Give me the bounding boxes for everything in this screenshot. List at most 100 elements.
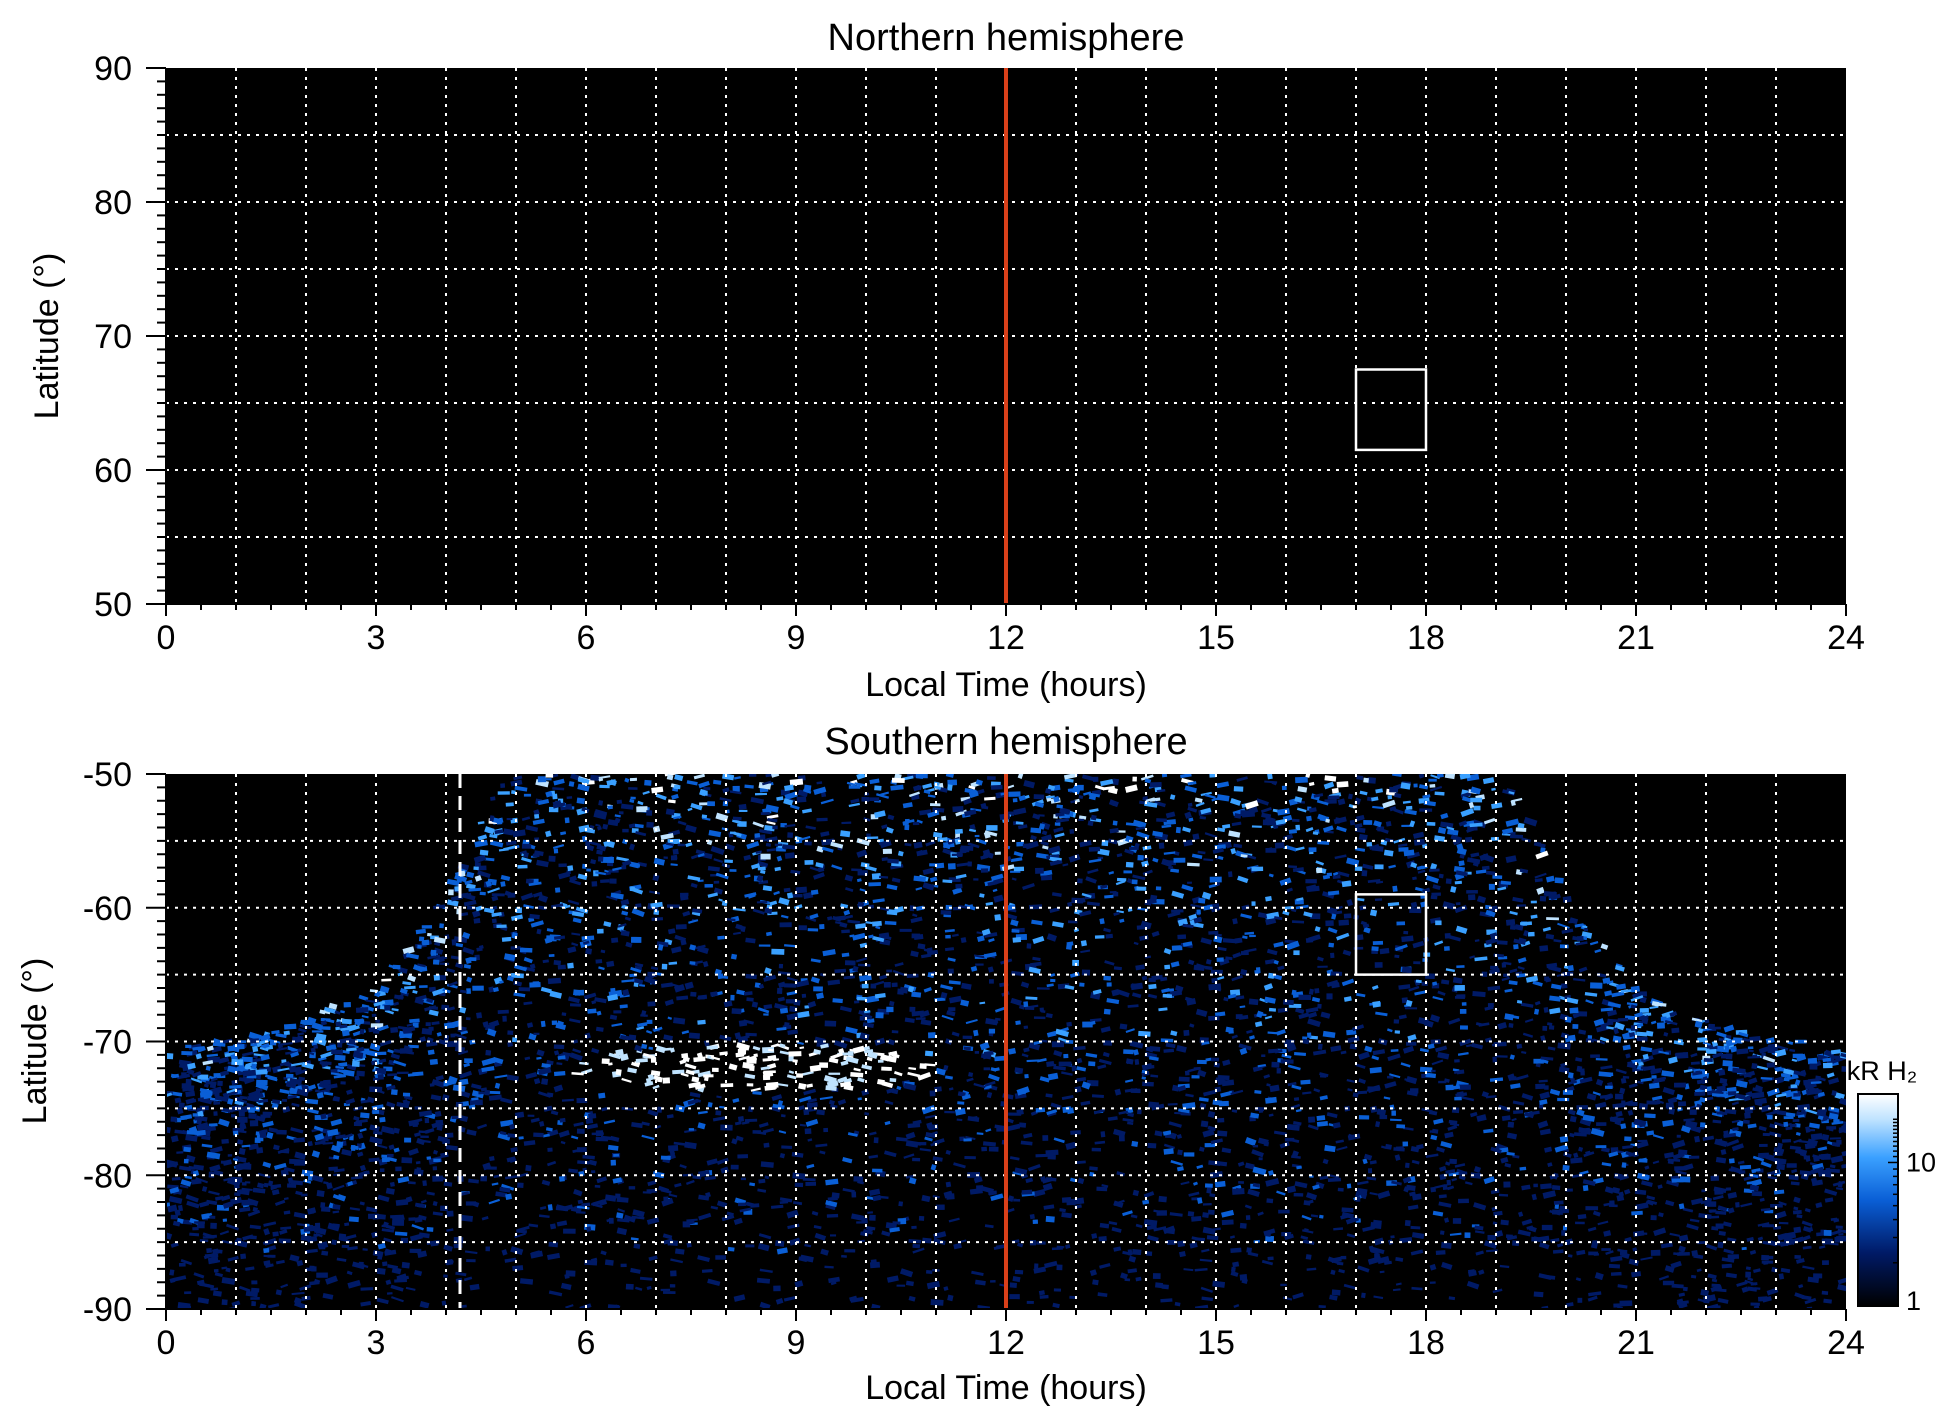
emission-pixel xyxy=(759,1268,773,1273)
emission-pixel xyxy=(698,1212,712,1221)
emission-pixel xyxy=(1285,845,1297,852)
emission-pixel xyxy=(756,900,768,904)
emission-pixel xyxy=(523,793,532,797)
emission-pixel xyxy=(1744,1112,1751,1119)
emission-pixel xyxy=(1361,869,1368,877)
emission-pixel xyxy=(554,887,561,893)
emission-pixel xyxy=(733,1294,746,1302)
emission-pixel xyxy=(884,1150,897,1158)
emission-pixel xyxy=(716,1157,729,1165)
emission-pixel xyxy=(1454,1059,1460,1063)
y-tick-label: 60 xyxy=(94,452,132,490)
emission-pixel xyxy=(392,964,401,970)
emission-pixel xyxy=(1739,1164,1752,1170)
emission-pixel xyxy=(1175,826,1181,834)
emission-pixel xyxy=(360,1287,374,1291)
emission-pixel xyxy=(379,1168,385,1173)
emission-pixel xyxy=(824,1020,837,1027)
emission-pixel xyxy=(395,1166,402,1172)
emission-pixel xyxy=(505,1193,513,1200)
emission-pixel xyxy=(331,1049,343,1055)
emission-pixel xyxy=(1349,819,1356,826)
emission-pixel xyxy=(840,830,851,838)
emission-pixel xyxy=(616,1196,629,1203)
emission-pixel xyxy=(1361,1292,1366,1299)
emission-pixel xyxy=(1240,968,1248,976)
emission-pixel xyxy=(1296,807,1307,813)
emission-pixel xyxy=(1267,774,1273,780)
emission-pixel xyxy=(1321,891,1335,899)
emission-pixel xyxy=(289,1158,303,1165)
emission-pixel xyxy=(629,886,635,892)
emission-pixel xyxy=(170,1116,178,1123)
emission-pixel xyxy=(1137,854,1144,861)
emission-pixel xyxy=(690,991,697,997)
emission-pixel xyxy=(771,948,785,955)
emission-pixel xyxy=(1079,982,1085,987)
emission-pixel xyxy=(206,1247,213,1254)
emission-pixel xyxy=(994,851,1001,855)
emission-pixel xyxy=(1721,1263,1733,1269)
emission-pixel xyxy=(1731,1143,1745,1152)
emission-pixel xyxy=(737,1115,745,1123)
emission-pixel xyxy=(1187,881,1192,884)
emission-pixel xyxy=(1208,1015,1220,1021)
emission-pixel xyxy=(1703,1300,1710,1304)
emission-pixel xyxy=(567,865,574,872)
emission-pixel xyxy=(869,797,880,802)
emission-pixel xyxy=(1007,1195,1015,1202)
emission-pixel xyxy=(1293,950,1300,956)
emission-pixel xyxy=(1115,880,1126,886)
emission-pixel xyxy=(1751,1091,1765,1099)
emission-pixel xyxy=(744,784,754,789)
emission-pixel xyxy=(512,1265,524,1272)
emission-pixel xyxy=(1106,982,1112,987)
emission-pixel xyxy=(874,810,886,819)
emission-pixel xyxy=(1161,774,1168,778)
emission-pixel xyxy=(637,800,644,806)
emission-pixel xyxy=(947,779,958,786)
emission-pixel xyxy=(1520,1002,1534,1008)
emission-pixel xyxy=(586,868,592,872)
emission-pixel xyxy=(1132,819,1147,829)
emission-pixel xyxy=(1540,1035,1546,1041)
emission-pixel xyxy=(1167,910,1181,918)
emission-pixel xyxy=(464,1058,473,1064)
emission-pixel xyxy=(1173,857,1186,863)
y-tick-label: 80 xyxy=(94,184,132,222)
emission-pixel xyxy=(293,1137,305,1143)
emission-pixel xyxy=(1265,1096,1277,1104)
emission-pixel xyxy=(1155,886,1162,891)
emission-pixel xyxy=(340,1081,346,1085)
emission-pixel xyxy=(1429,784,1436,788)
emission-pixel xyxy=(1438,873,1444,879)
emission-pixel xyxy=(448,889,454,896)
emission-pixel xyxy=(1471,1042,1484,1050)
emission-pixel xyxy=(188,1043,202,1050)
emission-pixel xyxy=(521,843,532,849)
south-title: Southern hemisphere xyxy=(824,721,1187,763)
emission-pixel xyxy=(1142,1081,1154,1087)
emission-pixel xyxy=(1217,1130,1228,1137)
emission-pixel xyxy=(754,792,767,796)
emission-pixel xyxy=(616,1227,628,1236)
emission-pixel xyxy=(919,1063,927,1069)
emission-pixel xyxy=(619,1034,631,1041)
emission-pixel xyxy=(1047,1154,1056,1160)
emission-pixel xyxy=(705,1191,711,1198)
emission-pixel xyxy=(514,785,528,792)
emission-pixel xyxy=(720,1083,734,1088)
emission-pixel xyxy=(1131,1140,1139,1147)
emission-pixel xyxy=(637,861,647,868)
emission-pixel xyxy=(1330,1269,1336,1275)
emission-pixel xyxy=(657,1076,663,1083)
emission-pixel xyxy=(1233,1303,1240,1309)
emission-pixel xyxy=(1439,1230,1445,1235)
emission-pixel xyxy=(1521,1050,1527,1054)
emission-pixel xyxy=(1305,826,1314,833)
emission-pixel xyxy=(1440,1241,1452,1249)
emission-pixel xyxy=(1112,820,1118,826)
emission-pixel xyxy=(459,1006,467,1014)
emission-pixel xyxy=(1009,1282,1017,1288)
emission-pixel xyxy=(954,1107,966,1116)
